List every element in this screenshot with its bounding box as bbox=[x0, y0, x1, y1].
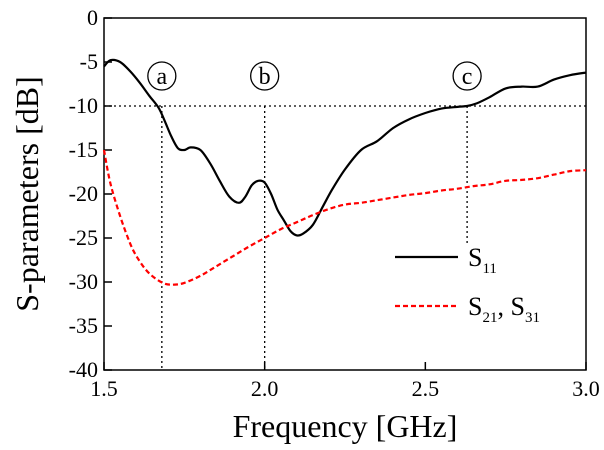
data-series bbox=[102, 58, 587, 286]
x-tick-label: 2.0 bbox=[251, 376, 279, 401]
legend-label-s21-s31: S21, S31 bbox=[468, 292, 540, 326]
axis-ticks bbox=[103, 17, 587, 371]
y-tick-label: -35 bbox=[69, 313, 98, 338]
legend-label-s11: S11 bbox=[468, 243, 497, 277]
legend: S11 S21, S31 bbox=[395, 243, 540, 326]
x-tick-label: 3.0 bbox=[572, 376, 600, 401]
marker-label-a: a bbox=[157, 64, 168, 90]
y-tick-label: -15 bbox=[69, 137, 98, 162]
marker-label-b: b bbox=[259, 64, 271, 90]
x-tick-label: 1.5 bbox=[90, 376, 118, 401]
y-axis-title: S-parameters [dB] bbox=[9, 76, 45, 311]
x-axis-title: Frequency [GHz] bbox=[233, 408, 458, 444]
y-tick-label: -10 bbox=[69, 93, 98, 118]
y-tick-label: -5 bbox=[80, 49, 98, 74]
x-tick-label: 2.5 bbox=[412, 376, 440, 401]
marker-circle-b bbox=[250, 61, 280, 91]
y-tick-label: -30 bbox=[69, 269, 98, 294]
y-tick-label: -20 bbox=[69, 181, 98, 206]
y-tick-label: 0 bbox=[87, 5, 98, 30]
y-tick-label: -40 bbox=[69, 357, 98, 382]
y-tick-label: -25 bbox=[69, 225, 98, 250]
frequency-markers: a b c bbox=[147, 61, 482, 91]
series-line-s21-s31 bbox=[102, 149, 587, 286]
tick-labels: 1.5 2.0 2.5 3.0 0 -5 -10 -15 -20 -25 -30 -35 -40 bbox=[69, 5, 600, 401]
marker-circle-c bbox=[452, 61, 482, 91]
marker-circle-a bbox=[147, 61, 177, 91]
series-line-s11 bbox=[103, 58, 587, 237]
guide-lines bbox=[104, 105, 586, 370]
marker-label-c: c bbox=[462, 64, 473, 90]
